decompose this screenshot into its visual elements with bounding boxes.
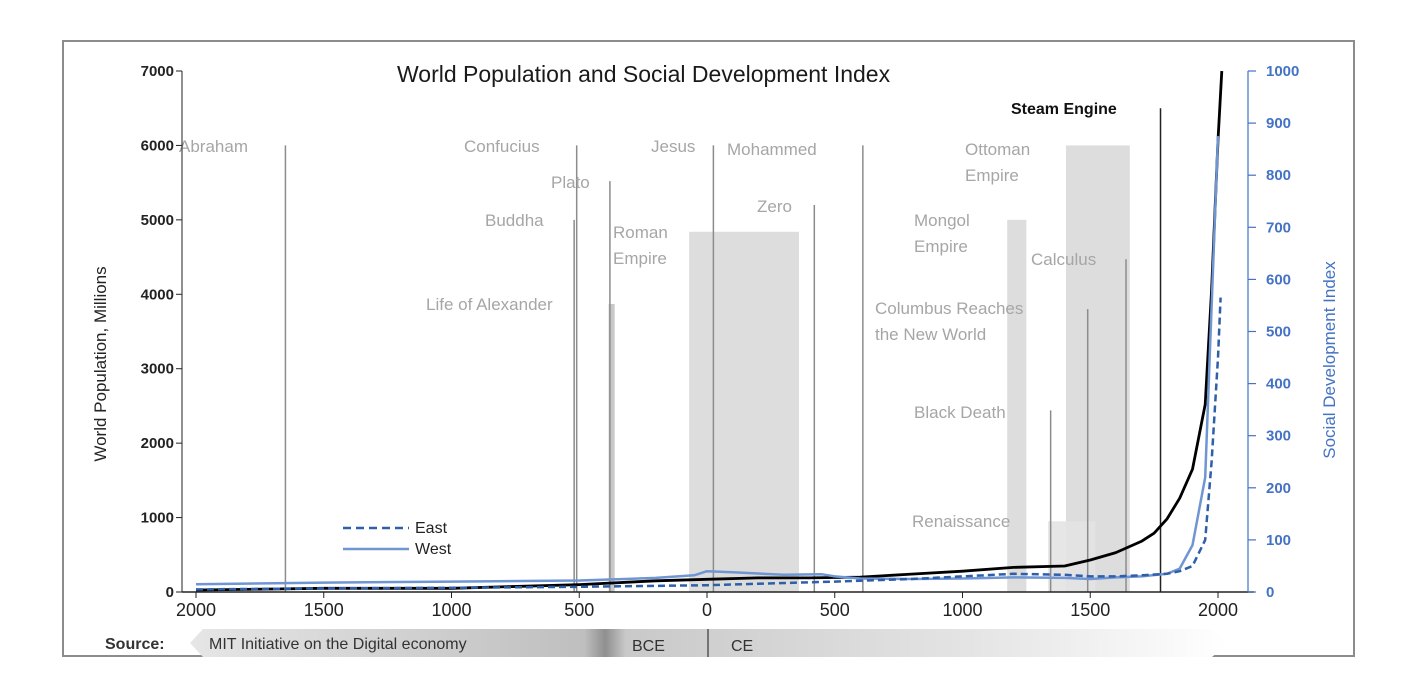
y2-tick-label: 700 (1266, 219, 1291, 236)
y2-tick-label: 800 (1266, 167, 1291, 184)
event-label-zero: Zero (757, 197, 792, 216)
y2-tick-label: 300 (1266, 428, 1291, 445)
event-label-buddha: Buddha (485, 211, 544, 230)
series-lines (195, 70, 1224, 592)
event-label-calculus: Calculus (1031, 250, 1096, 269)
event-label-steam-engine: Steam Engine (1011, 101, 1117, 118)
y2-tick-label: 500 (1266, 324, 1291, 341)
y2-tick-label: 0 (1266, 584, 1274, 601)
x-tick-label: 500 (820, 600, 850, 620)
band-roman-empire (689, 231, 799, 592)
event-label-roman-2: Empire (613, 249, 667, 268)
series-line-east (195, 297, 1222, 591)
legend-label-east: East (415, 520, 448, 537)
x-tick-label: 500 (564, 600, 594, 620)
y2-tick-label: 900 (1266, 115, 1291, 132)
y-tick-label: 7000 (141, 63, 174, 80)
legend-label-west: West (415, 541, 452, 558)
event-label-plato: Plato (551, 173, 590, 192)
event-label-jesus: Jesus (651, 137, 695, 156)
timeline-arrow (190, 629, 1228, 657)
x-tick-label: 1500 (1070, 600, 1110, 620)
x-tick-label: 2000 (1198, 600, 1238, 620)
event-label-mongol-2: Empire (914, 237, 968, 256)
x-tick-label: 2000 (176, 600, 216, 620)
x-tick-label: 1000 (942, 600, 982, 620)
era-ce: CE (731, 638, 753, 655)
right-axis-ticks: 0 100 200 300 400 500 600 700 800 900 1000 (1248, 63, 1299, 601)
event-label-black-death: Black Death (914, 403, 1006, 422)
event-label-confucius: Confucius (464, 137, 540, 156)
event-labels: Abraham Confucius Plato Buddha Life of A… (179, 101, 1117, 531)
x-tick-label: 1500 (304, 600, 344, 620)
source-label: Source: (105, 636, 165, 653)
event-label-ottoman-1: Ottoman (965, 140, 1030, 159)
event-label-mohammed: Mohammed (727, 140, 817, 159)
y-tick-label: 1000 (141, 510, 174, 527)
y-axis-label: World Population, Millions (91, 266, 110, 461)
y-tick-label: 5000 (141, 212, 174, 229)
y2-tick-label: 100 (1266, 532, 1291, 549)
y-tick-label: 2000 (141, 435, 174, 452)
chart-title: World Population and Social Development … (397, 61, 891, 87)
y2-tick-label: 200 (1266, 480, 1291, 497)
era-bce: BCE (632, 638, 665, 655)
event-label-mongol-1: Mongol (914, 211, 970, 230)
event-label-columbus-2: the New World (875, 325, 986, 344)
event-lines (284, 108, 1162, 592)
left-axis-ticks: 0 1000 2000 3000 4000 5000 6000 7000 (141, 63, 182, 601)
event-label-renaissance: Renaissance (912, 512, 1010, 531)
y-tick-label: 0 (166, 584, 174, 601)
legend: East West (343, 520, 452, 558)
band-ottoman-empire (1065, 145, 1130, 592)
event-label-ottoman-2: Empire (965, 166, 1019, 185)
x-tick-label: 0 (702, 600, 712, 620)
y2-tick-label: 1000 (1266, 63, 1299, 80)
x-tick-label: 1000 (431, 600, 471, 620)
y2-tick-label: 600 (1266, 271, 1291, 288)
y2-axis-label: Social Development Index (1320, 261, 1339, 459)
band-life-of-alexander (608, 303, 615, 592)
event-label-columbus-1: Columbus Reaches (875, 299, 1023, 318)
event-label-alexander: Life of Alexander (426, 295, 553, 314)
y2-tick-label: 400 (1266, 376, 1291, 393)
band-mongol-empire (1007, 219, 1027, 592)
y-tick-label: 6000 (141, 137, 174, 154)
event-label-abraham: Abraham (179, 137, 248, 156)
event-label-roman-1: Roman (613, 223, 668, 242)
source-bar: Source: MIT Initiative on the Digital ec… (105, 629, 1228, 657)
x-axis-ticks: 2000 1500 1000 500 0 500 1000 1500 2000 (176, 592, 1238, 620)
source-text: MIT Initiative on the Digital economy (209, 636, 467, 653)
era-bands (608, 145, 1130, 592)
series-line-world-population (195, 70, 1224, 592)
y-tick-label: 3000 (141, 361, 174, 378)
y-tick-label: 4000 (141, 286, 174, 303)
